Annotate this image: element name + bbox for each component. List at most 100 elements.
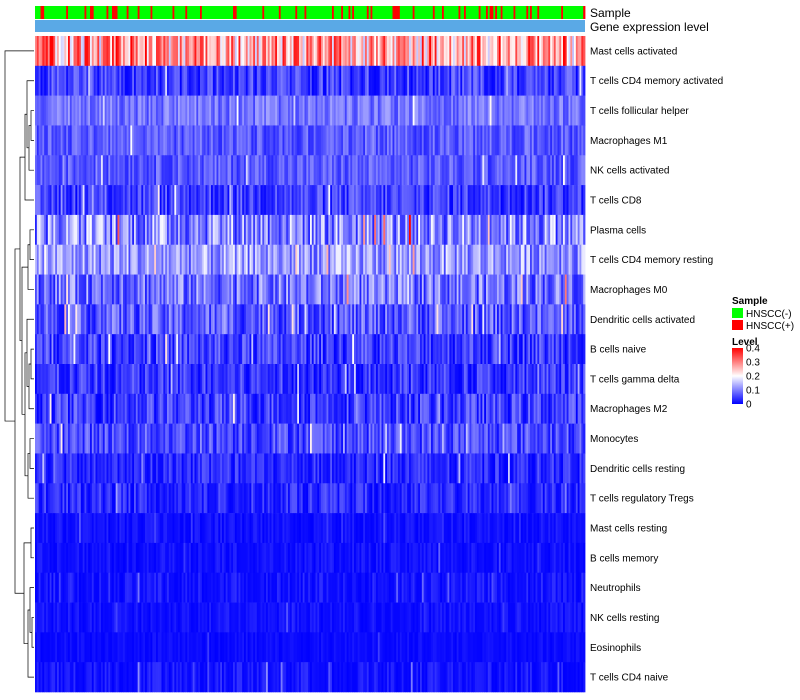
heatmap-cell [192, 304, 195, 335]
heatmap-cell [73, 423, 76, 454]
heatmap-cell [53, 393, 56, 424]
heatmap-cell [218, 185, 221, 216]
heatmap-cell [348, 364, 351, 395]
heatmap-cell [385, 364, 388, 395]
heatmap-cell [299, 244, 302, 275]
sample-annotation-cell [154, 6, 157, 19]
heatmap-cell [484, 334, 487, 365]
heatmap-cell [189, 423, 192, 454]
heatmap-cell [165, 125, 168, 156]
heatmap-cell [442, 65, 445, 96]
heatmap-cell [207, 36, 210, 67]
heatmap-cell [293, 364, 296, 395]
heatmap-cell [313, 423, 316, 454]
heatmap-cell [84, 125, 87, 156]
heatmap-cell [152, 36, 155, 67]
heatmap-cell [269, 483, 272, 514]
heatmap-cell [79, 483, 82, 514]
sample-annotation-cell [427, 6, 430, 19]
heatmap-cell [44, 36, 47, 67]
heatmap-cell [467, 334, 470, 365]
heatmap-cell [178, 65, 181, 96]
heatmap-cell [431, 274, 434, 305]
heatmap-cell [304, 125, 307, 156]
heatmap-cell [412, 304, 415, 335]
heatmap-cell [211, 65, 214, 96]
heatmap-cell [234, 364, 238, 395]
heatmap-cell [539, 304, 542, 335]
sample-annotation-cell [145, 6, 148, 19]
heatmap-cell [234, 334, 238, 365]
heatmap-cell [359, 155, 362, 186]
heatmap-cell [152, 453, 155, 484]
heatmap-cell [363, 125, 366, 156]
heatmap-cell [341, 304, 344, 335]
heatmap-cell [176, 274, 179, 305]
heatmap-cell [431, 393, 434, 424]
heatmap-cell [454, 304, 458, 335]
heatmap-cell [156, 214, 159, 246]
heatmap-cell [214, 125, 217, 156]
heatmap-cell [407, 155, 410, 186]
heatmap-cell [366, 36, 370, 67]
heatmap-cell [491, 155, 494, 186]
heatmap-cell [84, 334, 87, 365]
heatmap-cell [352, 453, 355, 484]
heatmap-cell [570, 304, 573, 335]
heatmap-cell [555, 453, 558, 484]
heatmap-cell [130, 483, 133, 514]
heatmap-cell [432, 364, 436, 395]
heatmap-cell [541, 423, 544, 454]
heatmap-cell [313, 334, 316, 365]
heatmap-cell [302, 364, 305, 395]
heatmap-cell [58, 423, 62, 454]
heatmap-cell [275, 95, 278, 126]
heatmap-cell [506, 304, 509, 335]
heatmap-cell [321, 423, 324, 454]
heatmap-cell [355, 334, 359, 365]
heatmap-cell [128, 364, 131, 395]
heatmap-cell [420, 65, 423, 96]
heatmap-cell [101, 125, 104, 156]
heatmap-cell [542, 393, 546, 424]
heatmap-cell [289, 244, 293, 275]
sample-annotation-cell [194, 6, 197, 19]
heatmap-cell [436, 423, 439, 454]
heatmap-cell [80, 36, 84, 67]
heatmap-cell [379, 125, 382, 156]
heatmap-cell [405, 185, 408, 216]
heatmap-cell [36, 274, 40, 305]
heatmap-cell [445, 304, 448, 335]
heatmap-cell [511, 185, 514, 216]
heatmap-cell [537, 65, 540, 96]
heatmap-cell [478, 36, 481, 67]
heatmap-cell [493, 304, 496, 335]
heatmap-cell [156, 423, 159, 454]
heatmap-cell [58, 244, 62, 275]
heatmap-cell [119, 423, 122, 454]
heatmap-cell [51, 95, 54, 126]
heatmap-cell [392, 364, 395, 395]
heatmap-cell [482, 155, 485, 186]
heatmap-cell [93, 214, 96, 246]
heatmap-cell [368, 453, 371, 484]
heatmap-cell [482, 393, 485, 424]
heatmap-cell [233, 155, 236, 186]
heatmap-cell [40, 125, 43, 156]
heatmap-cell [143, 423, 146, 454]
heatmap-cell [511, 244, 514, 275]
heatmap-cell [355, 36, 359, 67]
heatmap-cell [82, 185, 85, 216]
heatmap-cell [178, 364, 181, 395]
sample-annotation-cell [222, 6, 225, 19]
heatmap-cell [454, 423, 458, 454]
heatmap-cell [427, 185, 430, 216]
heatmap-cell [304, 453, 307, 484]
heatmap-cell [64, 364, 67, 395]
heatmap-cell [460, 364, 463, 395]
heatmap-cell [440, 125, 443, 156]
heatmap-cell [126, 155, 129, 186]
heatmap-cell [168, 364, 172, 395]
heatmap-cell [383, 334, 386, 365]
heatmap-cell [207, 244, 210, 275]
